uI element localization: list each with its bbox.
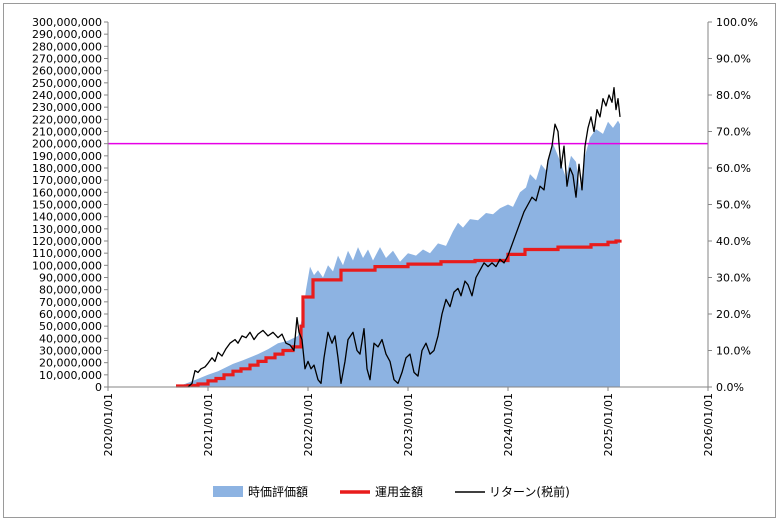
left-tick-label: 100,000,000 <box>32 259 102 272</box>
series-return-line <box>187 87 621 388</box>
left-tick-label: 250,000,000 <box>32 77 102 90</box>
left-tick-label: 150,000,000 <box>32 199 102 212</box>
left-tick-label: 210,000,000 <box>32 126 102 139</box>
right-tick-label: 20.0% <box>716 308 751 321</box>
right-tick-label: 30.0% <box>716 272 751 285</box>
right-tick-label: 40.0% <box>716 235 751 248</box>
left-tick-label: 0 <box>95 381 102 394</box>
left-tick-label: 70,000,000 <box>39 296 102 309</box>
left-tick-label: 10,000,000 <box>39 369 102 382</box>
plot-area <box>107 22 709 388</box>
series-market-value-area <box>176 120 620 387</box>
left-tick-label: 270,000,000 <box>32 53 102 66</box>
left-tick-label: 300,000,000 <box>32 16 102 29</box>
left-tick-label: 280,000,000 <box>32 40 102 53</box>
right-tick-label: 90.0% <box>716 53 751 66</box>
x-tick-label: 2026/01/01 <box>702 393 715 456</box>
series-invested-amount-line <box>176 239 622 388</box>
left-tick-label: 230,000,000 <box>32 101 102 114</box>
x-tick-label: 2021/01/01 <box>202 393 215 456</box>
legend: 時価評価額 運用金額 リターン(税前) <box>213 484 570 499</box>
x-tick-label: 2023/01/01 <box>402 393 415 456</box>
left-tick-label: 180,000,000 <box>32 162 102 175</box>
left-axis-ticks: 010,000,00020,000,00030,000,00040,000,00… <box>32 16 108 394</box>
right-tick-label: 10.0% <box>716 345 751 358</box>
x-tick-label: 2024/01/01 <box>502 393 515 456</box>
left-tick-label: 160,000,000 <box>32 186 102 199</box>
x-axis-ticks: 2020/01/01 2021/01/01 2022/01/01 2023/01/01… <box>102 387 715 456</box>
left-tick-label: 80,000,000 <box>39 284 102 297</box>
left-tick-label: 200,000,000 <box>32 138 102 151</box>
right-tick-label: 80.0% <box>716 89 751 102</box>
left-tick-label: 50,000,000 <box>39 320 102 333</box>
left-tick-label: 30,000,000 <box>39 345 102 358</box>
legend-label-invested-amount: 運用金額 <box>375 484 423 499</box>
legend-swatch-market-value <box>213 486 243 497</box>
left-tick-label: 170,000,000 <box>32 174 102 187</box>
x-tick-label: 2020/01/01 <box>102 393 115 456</box>
left-tick-label: 290,000,000 <box>32 28 102 41</box>
legend-label-market-value: 時価評価額 <box>248 484 308 499</box>
left-tick-label: 90,000,000 <box>39 272 102 285</box>
left-tick-label: 220,000,000 <box>32 113 102 126</box>
right-tick-label: 60.0% <box>716 162 751 175</box>
right-tick-label: 100.0% <box>716 16 758 29</box>
left-tick-label: 190,000,000 <box>32 150 102 163</box>
legend-label-return: リターン(税前) <box>489 484 570 499</box>
left-tick-label: 40,000,000 <box>39 332 102 345</box>
right-tick-label: 70.0% <box>716 126 751 139</box>
x-tick-label: 2022/01/01 <box>302 393 315 456</box>
left-tick-label: 60,000,000 <box>39 308 102 321</box>
right-axis-ticks: 0.0% 10.0% 20.0% 30.0% 40.0% 50.0% 60.0% 70.0% 8… <box>708 16 758 394</box>
left-tick-label: 240,000,000 <box>32 89 102 102</box>
left-tick-label: 140,000,000 <box>32 211 102 224</box>
left-tick-label: 120,000,000 <box>32 235 102 248</box>
right-tick-label: 0.0% <box>716 381 744 394</box>
x-tick-label: 2025/01/01 <box>602 393 615 456</box>
left-tick-label: 130,000,000 <box>32 223 102 236</box>
left-tick-label: 20,000,000 <box>39 357 102 370</box>
left-tick-label: 260,000,000 <box>32 65 102 78</box>
left-tick-label: 110,000,000 <box>32 247 102 260</box>
right-tick-label: 50.0% <box>716 199 751 212</box>
